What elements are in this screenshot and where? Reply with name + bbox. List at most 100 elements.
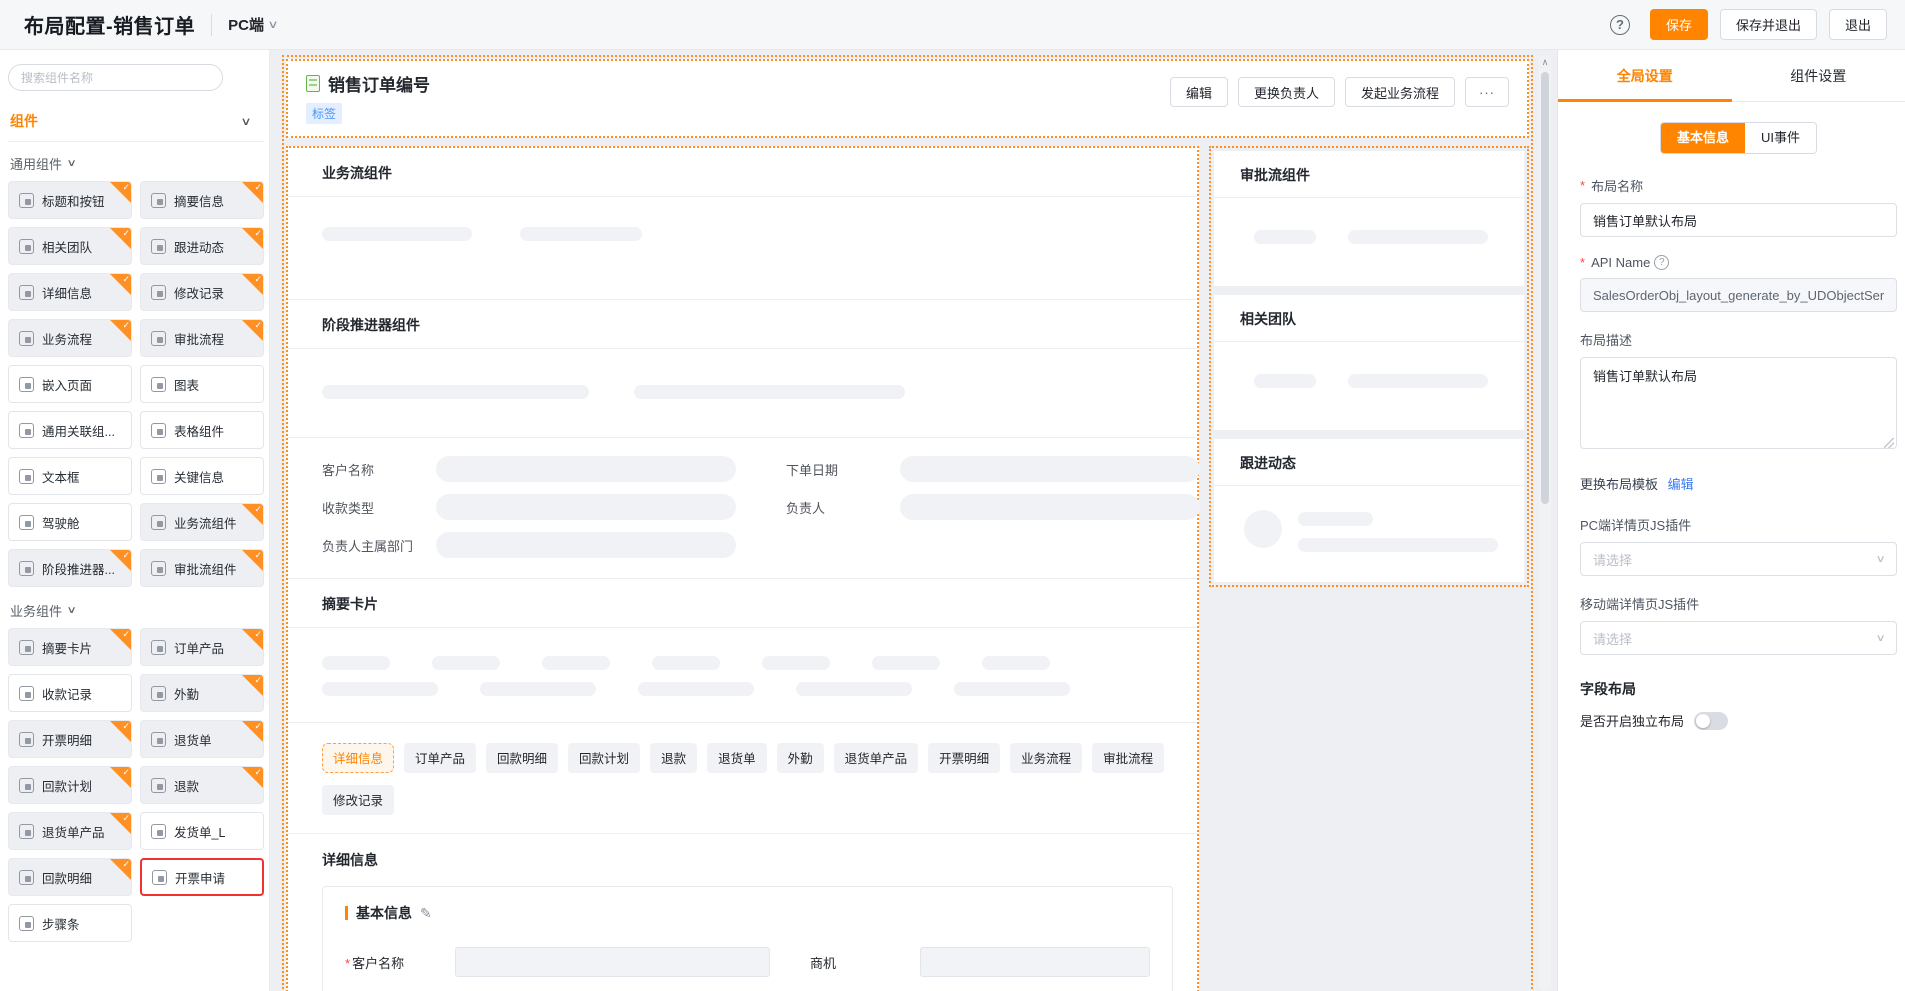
sidebar-component-item[interactable]: 退款 — [140, 766, 264, 804]
skeleton-row — [1214, 342, 1524, 430]
detail-tab[interactable]: 业务流程 — [1010, 743, 1083, 773]
used-check-badge-icon — [110, 721, 131, 742]
sidebar-component-item[interactable]: 退货单 — [140, 720, 264, 758]
detail-tab[interactable]: 回款计划 — [568, 743, 641, 773]
detail-tab[interactable]: 订单产品 — [404, 743, 477, 773]
sidebar-component-item[interactable]: 表格组件 — [140, 411, 264, 449]
sidebar-component-item[interactable]: 文本框 — [8, 457, 132, 495]
sidebar-component-item[interactable]: 业务流程 — [8, 319, 132, 357]
skeleton-bar — [1298, 512, 1373, 526]
sidebar-component-item[interactable]: 订单产品 — [140, 628, 264, 666]
related-team-component[interactable]: 相关团队 — [1214, 295, 1524, 430]
canvas-side-column[interactable]: 审批流组件 相关团队 — [1209, 146, 1529, 587]
sidebar-component-item[interactable]: 外勤 — [140, 674, 264, 712]
form-input[interactable] — [920, 947, 1150, 977]
component-icon — [19, 192, 34, 208]
independent-layout-toggle[interactable] — [1694, 711, 1729, 730]
detail-tab[interactable]: 退货单产品 — [833, 743, 919, 773]
sidebar-component-item[interactable]: 关键信息 — [140, 457, 264, 495]
component-icon — [151, 560, 166, 576]
sidebar-component-item[interactable]: 相关团队 — [8, 227, 132, 265]
more-actions-button[interactable]: ··· — [1465, 77, 1509, 107]
detail-tab[interactable]: 开票明细 — [928, 743, 1001, 773]
platform-switcher[interactable]: PC端 ∨ — [228, 14, 279, 35]
component-sidebar: 组件 ∨ 通用组件∨标题和按钮摘要信息相关团队跟进动态详细信息修改记录业务流程审… — [0, 50, 270, 991]
components-panel-header[interactable]: 组件 ∨ — [8, 101, 264, 142]
segment-ui-event[interactable]: UI事件 — [1745, 123, 1817, 153]
detail-tab[interactable]: 详细信息 — [322, 743, 395, 773]
approval-flow-component[interactable]: 审批流组件 — [1214, 151, 1524, 286]
sidebar-component-item[interactable]: 审批流程 — [140, 319, 264, 357]
follow-up-feed-component[interactable]: 跟进动态 — [1214, 439, 1524, 582]
edit-template-link[interactable]: 编辑 — [1667, 477, 1694, 492]
tab-component-settings[interactable]: 组件设置 — [1790, 67, 1847, 84]
component-group-header[interactable]: 业务组件 ∨ — [8, 589, 269, 628]
component-group-header[interactable]: 通用组件 ∨ — [8, 142, 269, 181]
scroll-up-icon[interactable]: ∧ — [1541, 57, 1549, 67]
sidebar-component-item[interactable]: 摘要信息 — [140, 181, 264, 219]
search-input[interactable] — [8, 64, 223, 91]
resize-handle-icon[interactable] — [1884, 438, 1894, 448]
detail-tab[interactable]: 退货单 — [707, 743, 767, 773]
sidebar-component-item[interactable]: 驾驶舱 — [8, 503, 132, 541]
skeleton-bar — [638, 682, 754, 696]
sidebar-component-item[interactable]: 阶段推进器... — [8, 549, 132, 587]
canvas-action-button[interactable]: 更换负责人 — [1237, 77, 1335, 107]
detail-tab[interactable]: 修改记录 — [322, 785, 395, 815]
component-label: 表格组件 — [174, 424, 225, 439]
section-title-stage: 阶段推进器组件 — [322, 317, 420, 333]
component-icon — [19, 514, 34, 530]
required-asterisk: * — [1580, 178, 1586, 193]
base-info-form-card[interactable]: 基本信息 ✎ *客户名称商机销售合同收款类型请选择▼整单折扣100*销售订单金额… — [322, 886, 1173, 991]
js-plugin-select[interactable]: 请选择 ∨ — [1580, 542, 1897, 576]
sidebar-component-item[interactable]: 回款计划 — [8, 766, 132, 804]
sidebar-component-item[interactable]: 退货单产品 — [8, 812, 132, 850]
detail-tab[interactable]: 退款 — [650, 743, 698, 773]
component-label: 阶段推进器... — [42, 562, 115, 577]
js-plugin-select[interactable]: 请选择 ∨ — [1580, 621, 1897, 655]
sidebar-component-item[interactable]: 回款明细 — [8, 858, 132, 896]
component-icon — [152, 869, 167, 885]
skeleton-bar — [900, 456, 1200, 482]
sidebar-component-item[interactable]: 收款记录 — [8, 674, 132, 712]
sidebar-component-item[interactable]: 嵌入页面 — [8, 365, 132, 403]
sidebar-component-item[interactable]: 详细信息 — [8, 273, 132, 311]
canvas-action-button[interactable]: 编辑 — [1169, 77, 1228, 107]
detail-tab[interactable]: 外勤 — [776, 743, 824, 773]
sidebar-component-item[interactable]: 标题和按钮 — [8, 181, 132, 219]
layout-name-input[interactable] — [1580, 203, 1897, 237]
preview-field-label: 下单日期 — [786, 462, 839, 478]
detail-tab[interactable]: 审批流程 — [1092, 743, 1165, 773]
save-and-exit-button[interactable]: 保存并退出 — [1719, 9, 1817, 40]
detail-tab[interactable]: 回款明细 — [486, 743, 559, 773]
sidebar-component-item[interactable]: 开票申请 — [140, 858, 264, 896]
component-label: 业务流程 — [42, 332, 93, 347]
layout-canvas[interactable]: 销售订单编号 标签 编辑 更换负责人 发起业务流程 ··· 业务流组件 — [282, 55, 1533, 991]
save-button[interactable]: 保存 — [1649, 9, 1708, 40]
sidebar-component-item[interactable]: 发货单_L — [140, 812, 264, 850]
sidebar-component-item[interactable]: 开票明细 — [8, 720, 132, 758]
sidebar-component-item[interactable]: 通用关联组... — [8, 411, 132, 449]
form-input[interactable] — [455, 947, 770, 977]
sidebar-component-item[interactable]: 审批流组件 — [140, 549, 264, 587]
sidebar-component-item[interactable]: 业务流组件 — [140, 503, 264, 541]
sidebar-component-item[interactable]: 图表 — [140, 365, 264, 403]
segment-basic-info[interactable]: 基本信息 — [1660, 123, 1745, 153]
canvas-action-button[interactable]: 发起业务流程 — [1344, 77, 1455, 107]
sidebar-component-item[interactable]: 摘要卡片 — [8, 628, 132, 666]
edit-pencil-icon[interactable]: ✎ — [420, 904, 432, 921]
sidebar-component-item[interactable]: 步骤条 — [8, 904, 132, 942]
help-icon[interactable]: ? — [1609, 14, 1630, 35]
vertical-scrollbar[interactable]: ∧ — [1539, 55, 1551, 991]
sidebar-component-item[interactable]: 修改记录 — [140, 273, 264, 311]
scrollbar-thumb[interactable] — [1541, 72, 1549, 504]
exit-button[interactable]: 退出 — [1828, 9, 1887, 40]
canvas-main-column[interactable]: 业务流组件 阶段推进器组件 — [286, 146, 1200, 991]
tab-global-settings[interactable]: 全局设置 — [1558, 50, 1732, 102]
canvas-header-component[interactable]: 销售订单编号 标签 编辑 更换负责人 发起业务流程 ··· — [286, 59, 1529, 138]
canvas-workspace: 销售订单编号 标签 编辑 更换负责人 发起业务流程 ··· 业务流组件 — [270, 50, 1557, 991]
sidebar-component-item[interactable]: 跟进动态 — [140, 227, 264, 265]
form-field: * 客户名称 — [345, 947, 770, 977]
layout-desc-textarea[interactable]: 销售订单默认布局 — [1580, 357, 1897, 449]
question-circle-icon[interactable]: ? — [1654, 255, 1670, 270]
